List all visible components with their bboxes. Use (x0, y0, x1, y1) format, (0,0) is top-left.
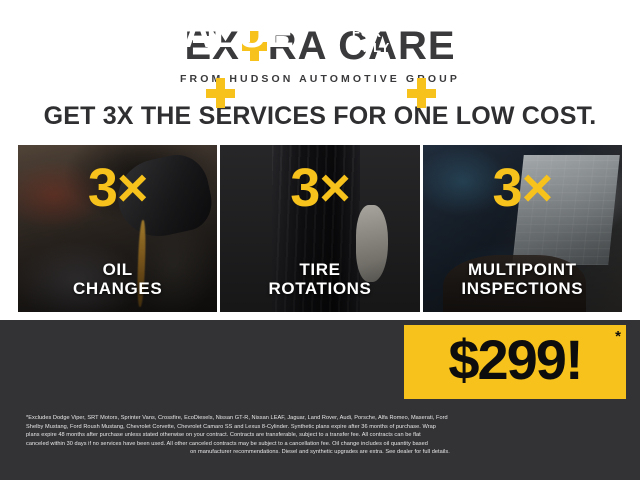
logo-text-part1: EX (184, 24, 240, 68)
value-word-label: VALUE (159, 12, 295, 56)
disclaimer-line-1: *Excludes Dodge Viper, SRT Motors, Sprin… (26, 415, 448, 421)
glove-shape (355, 205, 388, 282)
plus-icon (241, 31, 267, 61)
brand-tagline: FROM HUDSON AUTOMOTIVE GROUP (180, 73, 460, 85)
panel-multiplier: 3× (87, 158, 149, 218)
tire-rotation-photo (220, 145, 419, 312)
hands-shape (442, 255, 587, 312)
plus-separator-icon-2 (406, 78, 436, 108)
panel-overlay (422, 145, 622, 312)
multipoint-inspection-photo (422, 145, 622, 312)
asterisk-marker: * (615, 328, 621, 345)
disclaimer-line-3: plans expire 48 months after purchase un… (26, 432, 421, 438)
panel-label-line1: OIL (102, 259, 133, 279)
page-headline: GET 3X THE SERVICES FOR ONE LOW COST. (43, 102, 597, 130)
for-label: FOR (352, 25, 382, 40)
sale-price-badge: $299! * (404, 325, 626, 399)
service-panels: 3× OIL CHANGES 3× TIRE ROTATIONS (18, 145, 622, 312)
for-only-label: FOR ONLY (352, 25, 391, 56)
panel-multiplier: 3× (290, 158, 351, 218)
panel-label-line2: INSPECTIONS (461, 278, 584, 298)
panel-overlay (18, 145, 218, 312)
logo-wordmark: EX RA CARE (184, 26, 455, 66)
panel-label-line1: MULTIPOINT (468, 259, 577, 279)
legal-disclaimer: *Excludes Dodge Viper, SRT Motors, Sprin… (0, 404, 640, 480)
panel-label-line1: TIRE (299, 259, 341, 279)
disclaimer-line-4: canceled within 30 days if no services h… (26, 440, 428, 447)
oil-change-photo (18, 145, 218, 312)
panel-label-line2: ROTATIONS (268, 278, 372, 298)
brand-logo: EX RA CARE FROM HUDSON AUTOMOTIVE GROUP (0, 26, 640, 85)
service-panel-oil-changes: 3× OIL CHANGES (18, 145, 218, 312)
panel-overlay (220, 145, 420, 312)
only-label: ONLY (352, 39, 391, 55)
tire-shape (272, 145, 360, 312)
service-panel-tire-rotations: 3× TIRE ROTATIONS (220, 145, 420, 312)
value-price-cents: .95 (119, 13, 150, 36)
panel-label: MULTIPOINT INSPECTIONS (423, 260, 622, 298)
disclaimer-line-2: Shelby Mustang, Ford Roush Mustang, Chev… (26, 423, 436, 430)
plus-separator-icon-1 (205, 78, 235, 108)
value-price-dollars: $359 (33, 12, 120, 56)
service-panel-multipoint-inspections: 3× MULTIPOINT INSPECTIONS (422, 145, 622, 312)
disclaimer-line-5: on manufacturer recommendations. Diesel … (190, 449, 450, 455)
logo-text-part2: RA CARE (267, 24, 456, 68)
panel-label-line2: CHANGES (73, 278, 163, 298)
value-price-group: $359.95 VALUE (33, 14, 294, 54)
panel-label: OIL CHANGES (18, 260, 217, 298)
sale-price-text: $299! (448, 328, 583, 391)
panel-label: TIRE ROTATIONS (220, 260, 419, 298)
panel-multiplier: 3× (492, 158, 554, 218)
